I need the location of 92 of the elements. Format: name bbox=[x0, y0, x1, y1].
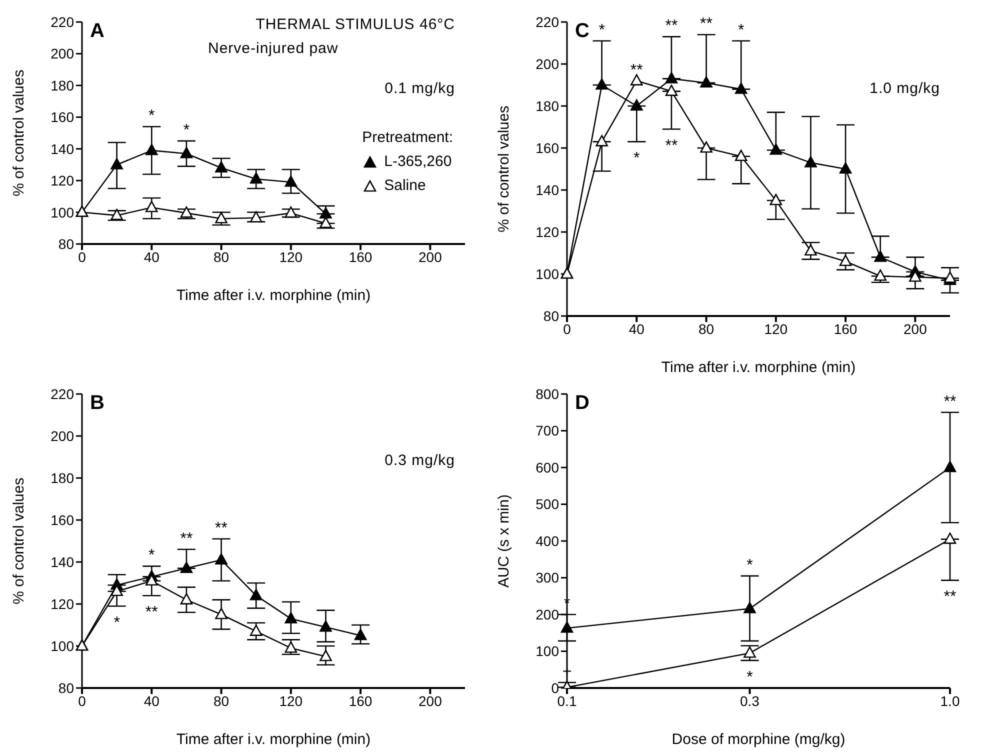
x-tick-label: 200 bbox=[904, 320, 928, 337]
annotation: * bbox=[148, 547, 155, 564]
annotation: ** bbox=[944, 393, 956, 410]
x-tick-label: 160 bbox=[834, 320, 858, 337]
y-axis-title: AUC (s x min) bbox=[495, 494, 512, 588]
legend-title: Pretreatment: bbox=[362, 128, 453, 148]
x-axis-title: Time after i.v. morphine (min) bbox=[661, 359, 856, 376]
chart-title: THERMAL STIMULUS 46°C bbox=[256, 16, 455, 33]
annotation: * bbox=[746, 668, 753, 686]
annotation: * bbox=[114, 614, 120, 632]
annotation: ** bbox=[665, 18, 678, 35]
annotation: ** bbox=[700, 16, 712, 33]
y-tick-label: 500 bbox=[536, 496, 560, 512]
annotation: B bbox=[90, 392, 105, 415]
y-axis-title: % of control values bbox=[495, 106, 512, 232]
y-tick-label: 220 bbox=[50, 14, 74, 30]
x-tick-label: 0 bbox=[563, 320, 572, 337]
x-axis-title: Time after i.v. morphine (min) bbox=[176, 287, 371, 304]
text: Nerve-injured paw bbox=[208, 40, 338, 57]
annotation: 1.0 mg/kg bbox=[870, 80, 940, 97]
x-tick-label: 120 bbox=[764, 320, 788, 337]
annotation: * bbox=[634, 150, 640, 168]
x-tick-label: 40 bbox=[144, 692, 160, 709]
annotation: * bbox=[738, 22, 744, 39]
x-tick-label: 200 bbox=[418, 248, 442, 265]
y-tick-label: 140 bbox=[50, 554, 74, 570]
annotation: ** bbox=[180, 530, 193, 548]
annotation: ** bbox=[215, 520, 228, 537]
y-tick-label: 140 bbox=[536, 182, 560, 198]
y-tick-label: 200 bbox=[536, 56, 560, 72]
annotation: A bbox=[90, 20, 105, 43]
annotation: ** bbox=[145, 604, 158, 621]
y-tick-label: 400 bbox=[536, 532, 560, 549]
x-axis-title: Dose of morphine (mg/kg) bbox=[672, 731, 846, 748]
annotation: 0.1 mg/kg bbox=[384, 80, 455, 97]
x-tick-label: 80 bbox=[698, 320, 714, 337]
annotation: ** bbox=[630, 62, 643, 79]
y-tick-label: 100 bbox=[536, 266, 560, 282]
legend-label: Saline bbox=[384, 176, 426, 196]
y-tick-label: 160 bbox=[536, 140, 560, 156]
annotation: * bbox=[746, 556, 753, 574]
x-tick-label: 160 bbox=[348, 692, 372, 709]
y-tick-label: 160 bbox=[50, 512, 74, 528]
y-tick-label: 120 bbox=[50, 172, 74, 189]
y-tick-label: 700 bbox=[536, 422, 560, 439]
y-tick-label: 180 bbox=[50, 77, 74, 94]
x-tick-label: 80 bbox=[213, 248, 230, 265]
y-tick-label: 100 bbox=[50, 204, 74, 220]
x-tick-label: 1.0 bbox=[940, 692, 960, 709]
annotation: ** bbox=[944, 588, 956, 606]
x-tick-label: 0 bbox=[78, 692, 86, 709]
y-tick-label: 120 bbox=[536, 224, 560, 240]
x-tick-label: 120 bbox=[279, 692, 303, 709]
y-tick-label: 80 bbox=[58, 680, 74, 696]
y-tick-label: 800 bbox=[536, 386, 560, 402]
y-tick-label: 200 bbox=[536, 606, 560, 622]
y-tick-label: 180 bbox=[50, 470, 74, 486]
y-tick-label: 100 bbox=[536, 643, 560, 660]
annotation: C bbox=[575, 20, 590, 43]
annotation: D bbox=[575, 392, 590, 415]
y-tick-label: 0 bbox=[551, 680, 560, 696]
x-tick-label: 200 bbox=[418, 692, 442, 709]
y-tick-label: 220 bbox=[50, 386, 74, 402]
y-tick-label: 300 bbox=[536, 570, 560, 586]
x-tick-label: 40 bbox=[144, 248, 160, 265]
y-tick-label: 80 bbox=[58, 236, 74, 252]
y-tick-label: 220 bbox=[536, 14, 560, 30]
x-tick-label: 40 bbox=[628, 320, 645, 337]
y-axis-title: % of control values bbox=[10, 478, 28, 604]
y-tick-label: 200 bbox=[50, 46, 74, 62]
x-tick-label: 0 bbox=[78, 248, 86, 265]
annotation: * bbox=[148, 108, 155, 125]
x-tick-label: 0.3 bbox=[740, 692, 760, 709]
y-tick-label: 180 bbox=[536, 98, 560, 114]
y-tick-label: 120 bbox=[50, 596, 74, 612]
x-tick-label: 120 bbox=[279, 248, 303, 265]
x-axis-title: Time after i.v. morphine (min) bbox=[176, 731, 371, 748]
annotation: ** bbox=[665, 137, 678, 154]
annotation: * bbox=[598, 22, 605, 39]
legend-label: L-365,260 bbox=[384, 152, 452, 172]
x-tick-label: 0.1 bbox=[557, 692, 577, 709]
y-axis-title: % of control values bbox=[10, 70, 28, 196]
x-tick-label: 80 bbox=[213, 692, 230, 709]
annotation: 0.3 mg/kg bbox=[384, 452, 455, 469]
y-tick-label: 600 bbox=[536, 459, 560, 476]
y-tick-label: 140 bbox=[50, 140, 74, 157]
annotation: * bbox=[183, 122, 190, 139]
x-tick-label: 160 bbox=[348, 248, 372, 265]
y-tick-label: 80 bbox=[543, 308, 560, 324]
y-tick-label: 100 bbox=[50, 638, 74, 654]
y-tick-label: 200 bbox=[50, 428, 74, 444]
y-tick-label: 160 bbox=[50, 109, 74, 126]
